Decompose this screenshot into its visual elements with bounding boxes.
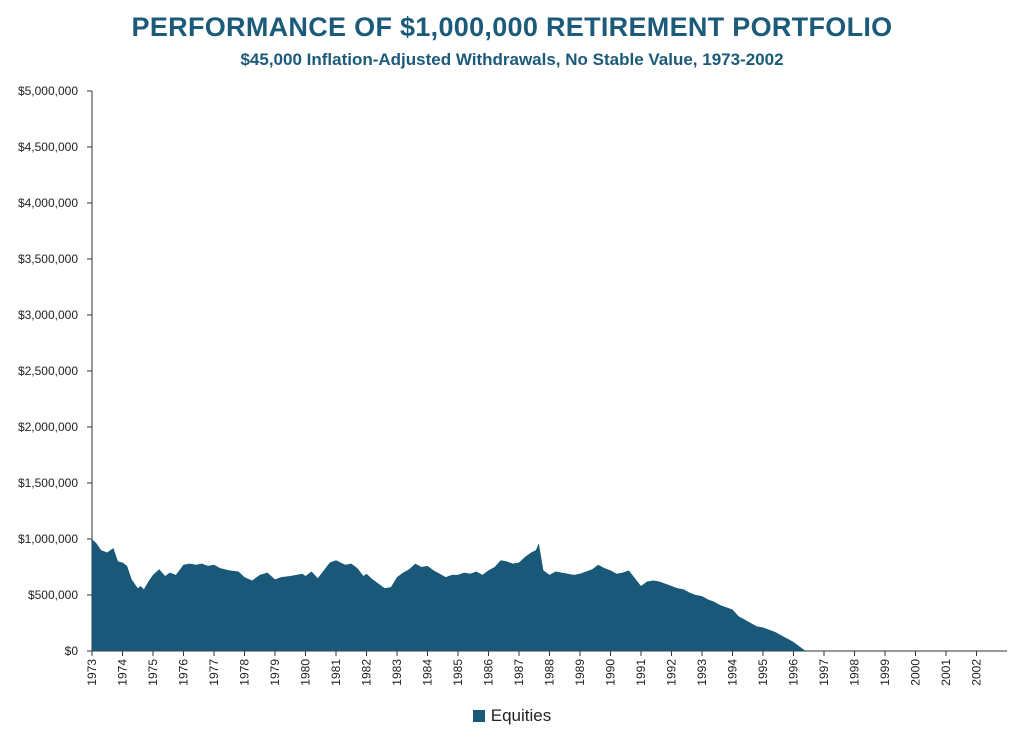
series-layer [92, 539, 818, 651]
x-tick-label: 2001 [939, 659, 953, 686]
x-tick-label: 1975 [146, 659, 160, 686]
x-tick-label: 1985 [451, 659, 465, 686]
x-axis: 1973 1974 1975 1976 1977 1978 1979 1980 1981 1982… [85, 650, 1007, 686]
x-tick-label: 1980 [299, 659, 313, 686]
x-tick-label: 1984 [421, 659, 435, 686]
y-tick-label: $1,000,000 [18, 532, 78, 546]
x-tick-label: 1989 [573, 659, 587, 686]
y-tick-label: $2,500,000 [18, 364, 78, 378]
y-tick-label: $3,500,000 [18, 252, 78, 266]
x-tick-label: 1976 [177, 659, 191, 686]
x-tick-label: 1996 [787, 659, 801, 686]
y-tick-label: $3,000,000 [18, 308, 78, 322]
x-tick-label: 1991 [634, 659, 648, 686]
y-tick-label: $1,500,000 [18, 476, 78, 490]
y-tick-label: $0 [65, 644, 79, 658]
y-tick-label: $500,000 [28, 588, 78, 602]
legend-label-equities: Equities [490, 706, 552, 725]
legend-swatch-equities [472, 710, 485, 722]
legend: Equities [0, 706, 1024, 726]
x-tick-label: 2000 [909, 659, 923, 686]
x-tick-label: 1974 [116, 659, 130, 686]
x-tick-label: 1979 [268, 659, 282, 686]
y-tick-label: $2,000,000 [18, 420, 78, 434]
area-series-equities [92, 539, 818, 651]
x-tick-label: 2002 [970, 659, 984, 686]
x-tick-label: 1973 [85, 659, 99, 686]
x-tick-label: 1981 [329, 659, 343, 686]
x-tick-label: 1995 [756, 659, 770, 686]
x-tick-label: 1987 [512, 659, 526, 686]
x-tick-label: 1990 [604, 659, 618, 686]
x-tick-label: 1994 [726, 659, 740, 686]
x-tick-label: 1977 [207, 659, 221, 686]
x-tick-label: 1982 [360, 659, 374, 686]
x-tick-label: 1998 [848, 659, 862, 686]
x-tick-label: 1978 [238, 659, 252, 686]
chart-subtitle: $45,000 Inflation-Adjusted Withdrawals, … [240, 50, 784, 69]
y-axis: $0 $500,000 $1,000,000 $1,500,000 $2,000,000… [18, 84, 93, 658]
chart-title: PERFORMANCE OF $1,000,000 RETIREMENT POR… [131, 12, 893, 42]
x-tick-label: 1988 [543, 659, 557, 686]
x-tick-label: 1983 [390, 659, 404, 686]
x-tick-label: 1986 [482, 659, 496, 686]
x-tick-label: 1999 [878, 659, 892, 686]
x-tick-label: 1992 [665, 659, 679, 686]
x-tick-label: 1993 [695, 659, 709, 686]
y-tick-label: $4,000,000 [18, 196, 78, 210]
x-tick-label: 1997 [817, 659, 831, 686]
y-tick-label: $4,500,000 [18, 140, 78, 154]
y-tick-label: $5,000,000 [18, 84, 78, 98]
